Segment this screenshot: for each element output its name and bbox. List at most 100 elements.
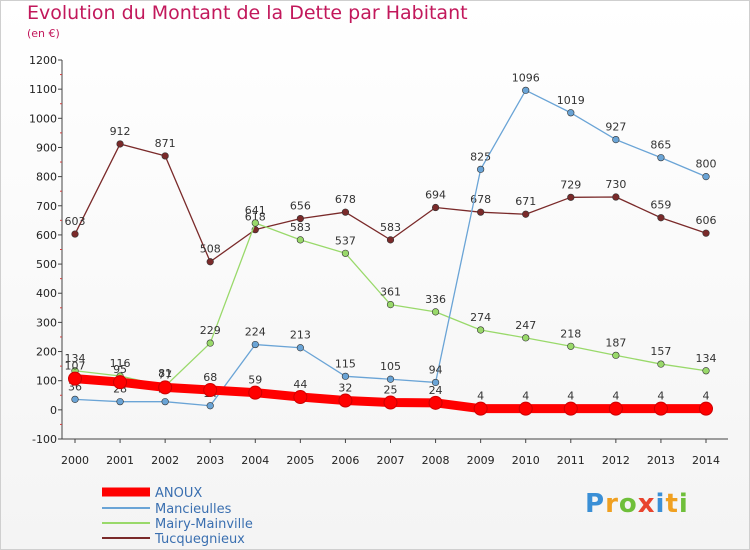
- x-tick-label: 2002: [151, 454, 179, 467]
- logo-letter: t: [665, 489, 679, 519]
- legend-label: Mairy-Mainville: [155, 517, 253, 532]
- x-tick-label: 2009: [467, 454, 495, 467]
- data-label: 116: [110, 357, 131, 370]
- logo-letter: r: [605, 489, 619, 519]
- data-label: 730: [605, 178, 626, 191]
- data-label: 105: [380, 360, 401, 373]
- data-label: 603: [65, 215, 86, 228]
- data-label: 927: [605, 121, 626, 134]
- chart-title: Evolution du Montant de la Dette par Hab…: [27, 2, 468, 24]
- data-label: 4: [612, 390, 619, 403]
- data-label: 865: [650, 139, 671, 152]
- logo-letter: P: [585, 489, 606, 519]
- data-point: [702, 229, 710, 237]
- data-point: [518, 401, 533, 416]
- logo-letter: x: [637, 489, 656, 519]
- data-label: 361: [380, 286, 401, 299]
- data-point: [653, 401, 668, 416]
- y-tick-label: 700: [36, 200, 57, 213]
- logo-letter: o: [618, 489, 638, 519]
- y-tick-label: 1100: [29, 83, 57, 96]
- data-label: 800: [696, 158, 717, 171]
- y-tick-label: 800: [36, 171, 57, 184]
- x-tick-label: 2011: [557, 454, 585, 467]
- data-label: 44: [293, 378, 307, 391]
- y-tick-label: 0: [50, 404, 57, 417]
- data-label: 187: [605, 336, 626, 349]
- y-tick-label: 300: [36, 316, 57, 329]
- legend-label: ANOUX: [155, 486, 202, 501]
- y-tick-label: 500: [36, 258, 57, 271]
- data-point: [608, 401, 623, 416]
- data-label: 641: [245, 204, 266, 217]
- data-label: 671: [515, 195, 536, 208]
- x-tick-label: 2004: [241, 454, 269, 467]
- data-point: [431, 308, 440, 316]
- data-label: 218: [560, 327, 581, 340]
- x-tick-label: 2007: [377, 454, 405, 467]
- data-point: [477, 208, 485, 216]
- data-point: [251, 340, 259, 349]
- y-tick-label: 100: [36, 375, 57, 388]
- data-point: [567, 109, 575, 117]
- data-label: 694: [425, 189, 446, 202]
- data-point: [431, 378, 440, 387]
- data-point: [612, 135, 620, 144]
- y-tick-label: 400: [36, 287, 57, 300]
- data-label: 157: [650, 345, 671, 358]
- data-label: 94: [429, 363, 443, 376]
- data-point: [431, 203, 440, 212]
- data-point: [206, 402, 214, 410]
- data-point: [113, 375, 128, 390]
- data-label: 4: [567, 390, 574, 403]
- x-tick-label: 2013: [647, 454, 675, 467]
- data-point: [522, 334, 530, 342]
- data-label: 1096: [512, 71, 540, 84]
- logo-letter: i: [655, 489, 666, 519]
- legend-label: Mancieulles: [155, 502, 232, 517]
- data-point: [386, 375, 395, 383]
- data-label: 247: [515, 319, 536, 332]
- x-tick-label: 2010: [512, 454, 540, 467]
- data-point: [702, 367, 710, 375]
- data-label: 871: [155, 137, 176, 150]
- data-point: [702, 173, 710, 181]
- data-point: [477, 165, 485, 173]
- data-label: 68: [203, 371, 217, 384]
- x-tick-label: 2008: [422, 454, 450, 467]
- data-point: [657, 214, 665, 222]
- data-label: 229: [200, 324, 221, 337]
- data-point: [522, 86, 530, 94]
- data-point: [293, 390, 308, 405]
- data-point: [341, 208, 350, 216]
- data-label: 583: [290, 221, 311, 234]
- data-label: 81: [158, 367, 172, 380]
- data-point: [699, 401, 713, 416]
- data-point: [206, 258, 214, 266]
- data-label: 32: [338, 382, 352, 395]
- x-tick-label: 2000: [61, 454, 89, 467]
- data-point: [296, 236, 304, 244]
- y-tick-label: 600: [36, 229, 57, 242]
- data-label: 336: [425, 293, 446, 306]
- data-label: 213: [290, 329, 311, 342]
- data-point: [158, 380, 173, 395]
- data-point: [428, 395, 443, 410]
- data-label: 583: [380, 221, 401, 234]
- chart-unit-label: (en €): [27, 27, 60, 40]
- data-point: [248, 385, 263, 400]
- data-label: 659: [650, 199, 671, 212]
- data-label: 25: [384, 384, 398, 397]
- series-anoux: 107 95 77 68 59 44 32 25 24 4 4 4 4 4 4: [65, 360, 713, 416]
- x-tick-label: 2001: [106, 454, 134, 467]
- data-label: 656: [290, 200, 311, 213]
- data-point: [522, 210, 530, 218]
- series-line: [74, 143, 707, 263]
- data-point: [71, 230, 79, 238]
- data-point: [477, 326, 485, 334]
- y-tick-label: 1000: [29, 112, 57, 125]
- data-label: 134: [696, 352, 717, 365]
- data-label: 4: [477, 390, 484, 403]
- data-point: [68, 371, 82, 386]
